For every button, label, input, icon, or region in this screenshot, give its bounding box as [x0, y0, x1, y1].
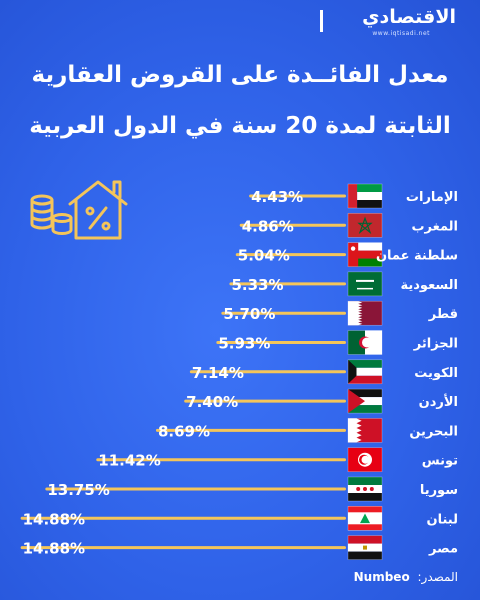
bar: [189, 370, 346, 374]
value-label: 8.69%: [158, 422, 210, 440]
bar: [96, 458, 346, 462]
brand-name: الاقتصادي: [362, 6, 456, 28]
value-label: 4.86%: [242, 217, 294, 235]
country-label: المغرب: [411, 219, 458, 234]
value-label: 4.43%: [251, 188, 303, 206]
chart-row: 5.70% قطر: [221, 300, 458, 326]
value-label: 5.93%: [218, 335, 270, 353]
chart-row: 8.69% البحرين: [155, 418, 458, 443]
qatar-flag-icon: [347, 300, 383, 326]
logo-mark-icon: [320, 10, 331, 32]
country-label: الأردن: [419, 393, 458, 410]
country-label: سلطنة عمان: [376, 249, 458, 264]
brand-logo: الاقتصادي www.iqtisadi.net: [312, 4, 462, 40]
saudi-flag-icon: [347, 271, 383, 297]
chart-row: 13.75% سوريا: [45, 476, 458, 502]
value-label: 5.33%: [231, 276, 283, 294]
chart-row: 11.42% تونس: [96, 447, 458, 472]
jordan-flag-icon: [347, 388, 383, 414]
house-coins-icon: [30, 180, 128, 240]
kuwait-flag-icon: [347, 359, 383, 385]
country-label: مصر: [428, 542, 458, 557]
source-value: Numbeo: [353, 570, 410, 584]
morocco-flag-icon: [347, 213, 383, 238]
bar: [249, 194, 346, 198]
value-label: 14.88%: [23, 540, 85, 558]
oman-flag-icon: [347, 242, 383, 267]
chart-row: 4.86% المغرب: [239, 213, 458, 238]
value-label: 13.75%: [47, 481, 109, 499]
bar: [239, 223, 346, 227]
source-note: المصدر: Numbeo: [354, 570, 458, 584]
country-label: تونس: [422, 454, 458, 469]
value-label: 14.88%: [23, 510, 85, 528]
country-label: قطر: [428, 307, 458, 322]
value-label: 7.14%: [192, 364, 244, 382]
country-label: لبنان: [427, 512, 458, 527]
bar: [184, 399, 346, 403]
bar: [155, 428, 346, 432]
source-label: المصدر:: [417, 570, 458, 584]
syria-flag-icon: [347, 476, 383, 502]
chart-row: 4.43% الإمارات: [249, 183, 458, 209]
country-label: الإمارات: [406, 190, 458, 205]
bar: [235, 253, 346, 257]
chart-row: 7.40% الأردن: [184, 388, 458, 414]
chart-row: 14.88% مصر: [20, 535, 458, 560]
bar: [221, 311, 346, 315]
brand-url: www.iqtisadi.net: [372, 30, 430, 37]
title-line-2: الثابتة لمدة 20 سنة في الدول العربية: [29, 113, 451, 139]
country-label: الجزائر: [413, 337, 458, 352]
chart-row: 5.33% السعودية: [229, 271, 459, 297]
bar: [20, 546, 347, 550]
bar: [20, 516, 347, 520]
chart-row: 14.88% لبنان: [20, 506, 458, 531]
value-label: 5.70%: [223, 305, 275, 323]
uae-flag-icon: [347, 183, 383, 209]
egypt-flag-icon: [347, 535, 383, 560]
chart-row: 5.93% الجزائر: [216, 330, 458, 355]
tunisia-flag-icon: [347, 447, 383, 472]
chart-row: 5.04% سلطنة عمان: [235, 242, 458, 267]
value-label: 5.04%: [238, 247, 290, 265]
chart-row: 7.14% الكويت: [189, 359, 458, 385]
lebanon-flag-icon: [347, 506, 383, 531]
algeria-flag-icon: [347, 330, 383, 355]
country-label: السعودية: [401, 278, 459, 293]
bar: [45, 487, 346, 491]
value-label: 11.42%: [98, 452, 160, 470]
country-label: البحرين: [409, 424, 458, 439]
bar: [229, 282, 346, 286]
value-label: 7.40%: [186, 393, 238, 411]
bar: [216, 341, 346, 344]
country-label: الكويت: [414, 366, 458, 381]
country-label: سوريا: [420, 483, 458, 498]
title-line-1: معدل الفائــدة على القروض العقارية: [31, 62, 449, 88]
bahrain-flag-icon: [347, 418, 383, 443]
